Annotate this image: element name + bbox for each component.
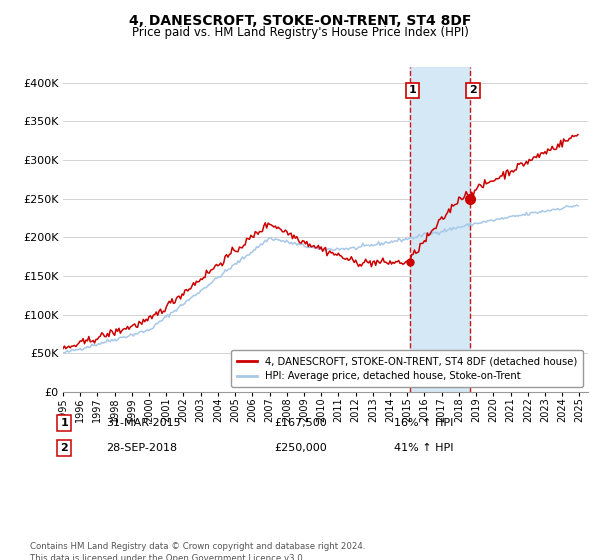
- Text: 1: 1: [409, 86, 416, 95]
- Text: Price paid vs. HM Land Registry's House Price Index (HPI): Price paid vs. HM Land Registry's House …: [131, 26, 469, 39]
- Text: 41% ↑ HPI: 41% ↑ HPI: [394, 443, 454, 453]
- Text: 31-MAR-2015: 31-MAR-2015: [106, 418, 181, 428]
- Text: 4, DANESCROFT, STOKE-ON-TRENT, ST4 8DF: 4, DANESCROFT, STOKE-ON-TRENT, ST4 8DF: [129, 14, 471, 28]
- Text: £167,500: £167,500: [274, 418, 327, 428]
- Bar: [410, 67, 470, 392]
- Text: 2: 2: [469, 86, 477, 95]
- Text: 16% ↑ HPI: 16% ↑ HPI: [394, 418, 454, 428]
- Text: £250,000: £250,000: [274, 443, 327, 453]
- Text: Contains HM Land Registry data © Crown copyright and database right 2024.
This d: Contains HM Land Registry data © Crown c…: [30, 542, 365, 560]
- Text: 28-SEP-2018: 28-SEP-2018: [106, 443, 178, 453]
- Text: 2: 2: [61, 443, 68, 453]
- Legend: 4, DANESCROFT, STOKE-ON-TRENT, ST4 8DF (detached house), HPI: Average price, det: 4, DANESCROFT, STOKE-ON-TRENT, ST4 8DF (…: [231, 350, 583, 387]
- Text: 1: 1: [61, 418, 68, 428]
